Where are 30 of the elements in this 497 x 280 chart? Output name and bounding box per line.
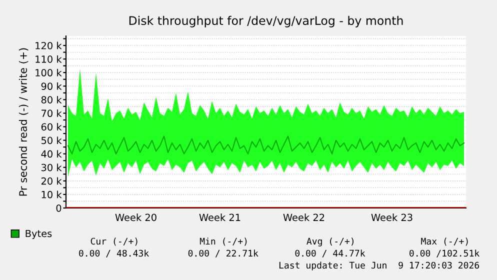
x-tick-label: Week 23	[371, 214, 412, 222]
text: 0.00 /102.51k	[410, 250, 480, 258]
text: Avg (-/+)	[306, 238, 354, 246]
y-axis-title: Pr second read (-) / write (+)	[18, 48, 28, 196]
x-tick-label: Week 21	[199, 214, 240, 222]
text: Cur (-/+)	[90, 238, 138, 246]
line-series	[67, 136, 465, 154]
text: 0.00 / 48.43k	[79, 250, 149, 258]
y-tick-label: 10 k	[42, 190, 62, 198]
text: Max (-/+)	[421, 238, 468, 246]
y-tick-label: 70 k	[42, 110, 62, 118]
x-tick-label: Week 22	[283, 214, 324, 222]
text: Last update: Tue Jun 9 17:20:03 2026	[279, 262, 480, 270]
legend-label: Bytes	[26, 230, 52, 240]
text: Min (-/+)	[200, 238, 247, 246]
y-tick-label: 60 k	[41, 123, 62, 131]
text: 0.00 / 44.77k	[295, 250, 366, 258]
y-tick-label: 20 k	[41, 177, 62, 185]
y-tick-label: 110 k	[36, 55, 62, 63]
chart-title: Disk throughput for /dev/vg/varLog - by month	[129, 16, 403, 28]
text: 0.00 / 22.71k	[188, 250, 258, 258]
y-tick-label: 40 k	[41, 150, 62, 158]
y-tick-label: 80 k	[41, 96, 62, 104]
y-tick-label: 120 k	[36, 42, 62, 50]
x-tick-label: Week 20	[115, 214, 156, 222]
y-tick-label: 100 k	[36, 68, 62, 76]
y-tick-label: 90 k	[41, 82, 62, 90]
y-tick-label: 30 k	[41, 164, 62, 172]
y-tick-label: 0	[56, 204, 62, 212]
y-tick-label: 50 k	[41, 136, 62, 144]
